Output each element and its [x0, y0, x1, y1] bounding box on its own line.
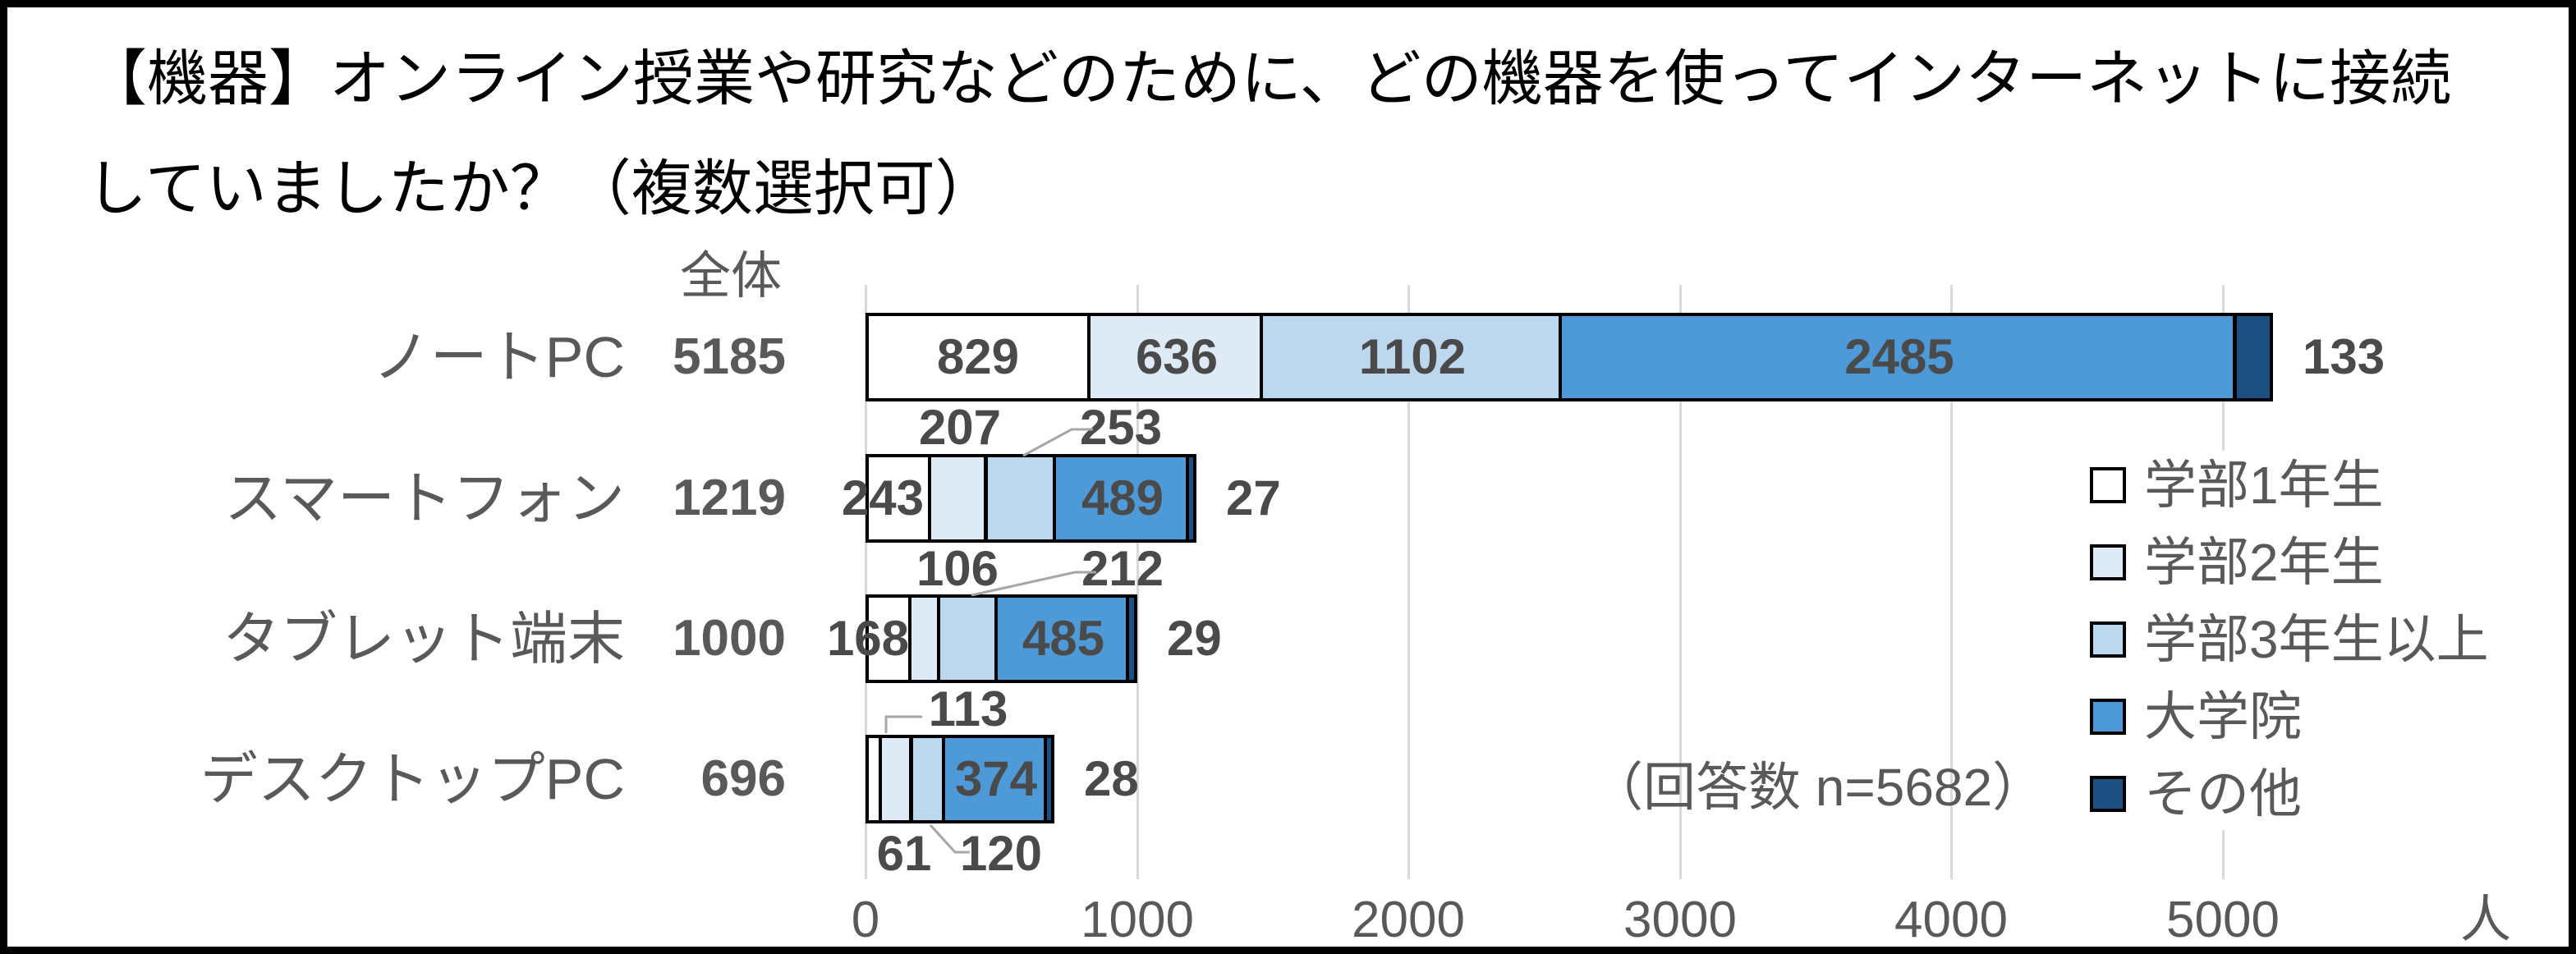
leader-line-0 [1022, 428, 1093, 457]
leader-line-3 [929, 823, 970, 854]
data-label-大学院: 374 [954, 751, 1038, 806]
bar-segment-大学院 [1559, 313, 2236, 401]
legend-swatch-その他 [2090, 776, 2126, 812]
data-label-学部1年生: 829 [936, 329, 1020, 384]
legend [2060, 451, 2563, 830]
total-value: 696 [700, 750, 786, 807]
data-label-学部2年生: 636 [1135, 329, 1219, 384]
bar-segment-その他 [2234, 313, 2273, 401]
legend-swatch-学部2年生 [2090, 544, 2126, 580]
axis-tick-3000: 3000 [1623, 892, 1737, 948]
bar-segment-大学院 [1053, 454, 1189, 543]
bar-segment-学部1年生 [866, 313, 1091, 401]
data-label-学部1年生: 61 [876, 826, 932, 881]
legend-label-学部2年生: 学部2年生 [2144, 533, 2384, 592]
data-label-学部2年生: 207 [918, 400, 1002, 455]
data-label-学部2年生: 106 [916, 541, 999, 596]
bar-segment-学部3年生以上 [1260, 313, 1562, 401]
legend-label-学部3年生以上: 学部3年生以上 [2144, 610, 2489, 669]
totals-column-header: 全体 [679, 248, 782, 305]
bar-segment-学部2年生 [879, 735, 912, 823]
chart-title-line1: 【機器】オンライン授業や研究などのために、どの機器を使ってインターネットに接続 [86, 44, 2452, 112]
category-label: ノートPC [372, 325, 625, 389]
gridline-0 [865, 285, 867, 879]
total-value: 1219 [673, 470, 786, 526]
gridline-1000 [1136, 285, 1139, 879]
data-label-学部1年生: 168 [826, 611, 910, 666]
legend-label-大学院: 大学院 [2144, 687, 2302, 746]
leader-line-1 [971, 571, 1096, 597]
chart-title-line2: していましたか？（複数選択可） [86, 154, 996, 222]
axis-tick-4000: 4000 [1894, 892, 2008, 948]
legend-swatch-学部1年生 [2090, 467, 2126, 503]
data-label-学部3年生以上: 120 [959, 826, 1043, 881]
data-label-学部3年生以上: 253 [1079, 400, 1163, 455]
data-label-その他: 29 [1167, 611, 1222, 666]
data-label-その他: 27 [1226, 470, 1281, 525]
leader-lines [884, 428, 1096, 854]
category-label: スマートフォン [224, 466, 625, 530]
total-value: 1000 [673, 610, 786, 667]
axis-tick-2000: 2000 [1352, 892, 1465, 948]
data-label-大学院: 489 [1081, 470, 1164, 525]
leader-line-2 [884, 715, 922, 733]
data-label-学部3年生以上: 212 [1081, 541, 1164, 596]
axis-tick-1000: 1000 [1081, 892, 1194, 948]
data-label-大学院: 2485 [1844, 329, 1954, 384]
total-value: 5185 [673, 328, 786, 385]
gridline-2000 [1407, 285, 1410, 879]
bar-segment-その他 [1126, 594, 1137, 683]
bar-segment-その他 [1044, 735, 1054, 823]
annotation-note: （回答数 n=5682） [1591, 758, 2046, 817]
legend-label-学部1年生: 学部1年生 [2144, 456, 2384, 515]
bar-segment-学部2年生 [1087, 313, 1263, 401]
axis-unit-label: 人 [2459, 892, 2511, 948]
bar-segment-その他 [1186, 454, 1196, 543]
category-label: デスクトップPC [200, 747, 625, 811]
data-label-学部2年生: 113 [928, 681, 1008, 736]
bar-segment-学部2年生 [928, 454, 987, 543]
data-label-その他: 133 [2303, 329, 2385, 384]
data-label-大学院: 485 [1022, 611, 1105, 666]
legend-label-その他: その他 [2144, 764, 2302, 823]
data-label-学部3年生以上: 1102 [1358, 329, 1467, 384]
bar-segment-大学院 [942, 735, 1047, 823]
data-label-その他: 28 [1084, 751, 1139, 806]
axis-tick-5000: 5000 [2166, 892, 2280, 948]
gridline-3000 [1679, 285, 1682, 879]
legend-swatch-大学院 [2090, 699, 2126, 735]
axis-tick-0: 0 [851, 892, 880, 948]
data-label-学部1年生: 243 [841, 470, 925, 525]
legend-swatch-学部3年生以上 [2090, 621, 2126, 658]
bar-segment-大学院 [994, 594, 1129, 683]
gridline-4000 [1950, 285, 1953, 879]
category-label: タブレット端末 [223, 607, 625, 671]
